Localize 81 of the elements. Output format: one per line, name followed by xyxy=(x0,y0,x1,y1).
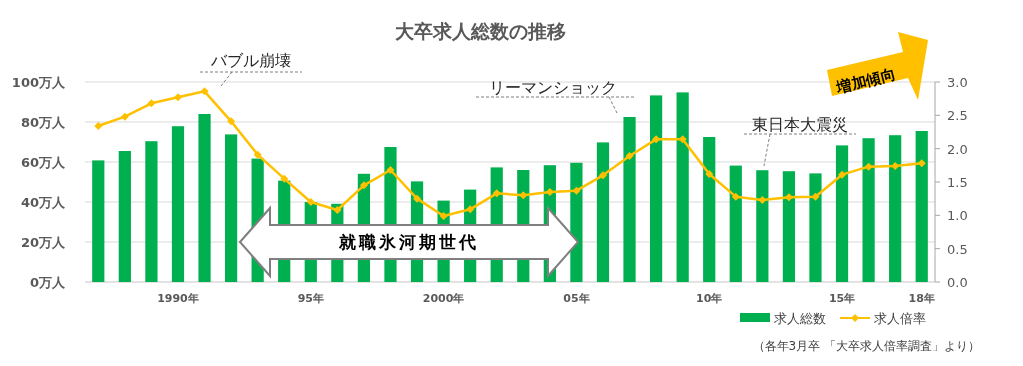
bar xyxy=(649,95,663,282)
bar xyxy=(224,134,238,282)
bar xyxy=(889,135,902,282)
point xyxy=(94,122,103,130)
y-tick-label: 80万人 xyxy=(20,115,66,130)
bar xyxy=(756,170,769,282)
y-tick-label: 0万人 xyxy=(29,275,66,290)
point xyxy=(173,93,182,102)
point xyxy=(625,152,634,160)
bar xyxy=(623,117,636,282)
point xyxy=(333,206,342,214)
bar xyxy=(915,131,928,282)
legend-label: 求人倍率 xyxy=(874,311,926,326)
bar xyxy=(729,165,742,282)
bar xyxy=(782,171,796,282)
text: バブル崩壊 xyxy=(210,51,291,70)
bar xyxy=(835,145,849,282)
point xyxy=(359,181,368,190)
point xyxy=(891,162,900,170)
text: （各年3月卒 「大卒求人倍率調査」より） xyxy=(752,339,980,353)
point xyxy=(572,186,581,195)
bar xyxy=(145,141,158,282)
point xyxy=(147,99,156,108)
bar xyxy=(198,114,211,282)
y2-tick-label: 1.5 xyxy=(947,175,968,190)
y2-tick-label: 0.0 xyxy=(947,275,968,290)
y-tick-label: 100万人 xyxy=(11,75,66,90)
y2-tick-label: 3.0 xyxy=(947,75,968,90)
point xyxy=(545,188,554,196)
y2-tick-label: 0.5 xyxy=(947,241,968,257)
point xyxy=(492,189,501,198)
point xyxy=(466,205,475,214)
point xyxy=(784,193,793,202)
point xyxy=(917,159,926,168)
legend-label: 求人総数 xyxy=(774,311,826,326)
point xyxy=(280,174,289,183)
point xyxy=(838,170,847,179)
bar xyxy=(118,151,131,282)
x-tick-label: 2000年 xyxy=(422,292,465,305)
point xyxy=(758,196,767,204)
y2-tick-label: 2.5 xyxy=(947,108,968,124)
annotation: リーマンショック xyxy=(489,78,617,97)
point xyxy=(864,162,873,171)
bar xyxy=(92,160,105,282)
point xyxy=(678,135,687,144)
point xyxy=(705,170,714,178)
point xyxy=(413,194,422,203)
annotation: 東日本大震災 xyxy=(752,115,848,134)
bar xyxy=(570,162,583,282)
bar xyxy=(676,92,689,282)
point xyxy=(200,87,209,96)
point xyxy=(811,192,820,201)
x-tick-label: 1990年 xyxy=(157,292,199,305)
bar xyxy=(596,142,610,282)
y2-tick-label: 2.0 xyxy=(947,141,968,157)
point xyxy=(652,135,661,144)
point xyxy=(253,150,262,159)
bar xyxy=(703,137,716,282)
y-tick-label: 20万人 xyxy=(20,235,66,250)
point xyxy=(306,198,315,206)
annotation: 就職氷河期世代 xyxy=(338,232,479,252)
y-tick-label: 40万人 xyxy=(20,195,66,210)
x-tick-label: 95年 xyxy=(297,292,324,305)
point xyxy=(731,192,740,201)
bar xyxy=(862,138,875,282)
chart-title: 大卒求人総数の推移 xyxy=(394,20,566,42)
point xyxy=(227,117,236,126)
point xyxy=(598,171,607,180)
y-tick-label: 60万人 xyxy=(20,155,66,170)
x-tick-label: 15年 xyxy=(828,292,856,305)
point xyxy=(519,191,528,200)
annotation: 増加傾向 xyxy=(833,64,898,98)
bar xyxy=(809,173,822,282)
point xyxy=(386,166,395,174)
x-tick-label: 05年 xyxy=(563,292,590,305)
point xyxy=(120,112,129,121)
bar xyxy=(171,126,185,282)
x-tick-label: 10年 xyxy=(696,292,723,305)
y2-tick-label: 1.0 xyxy=(947,208,968,224)
point xyxy=(439,212,448,220)
x-tick-label: 18年 xyxy=(908,292,935,305)
